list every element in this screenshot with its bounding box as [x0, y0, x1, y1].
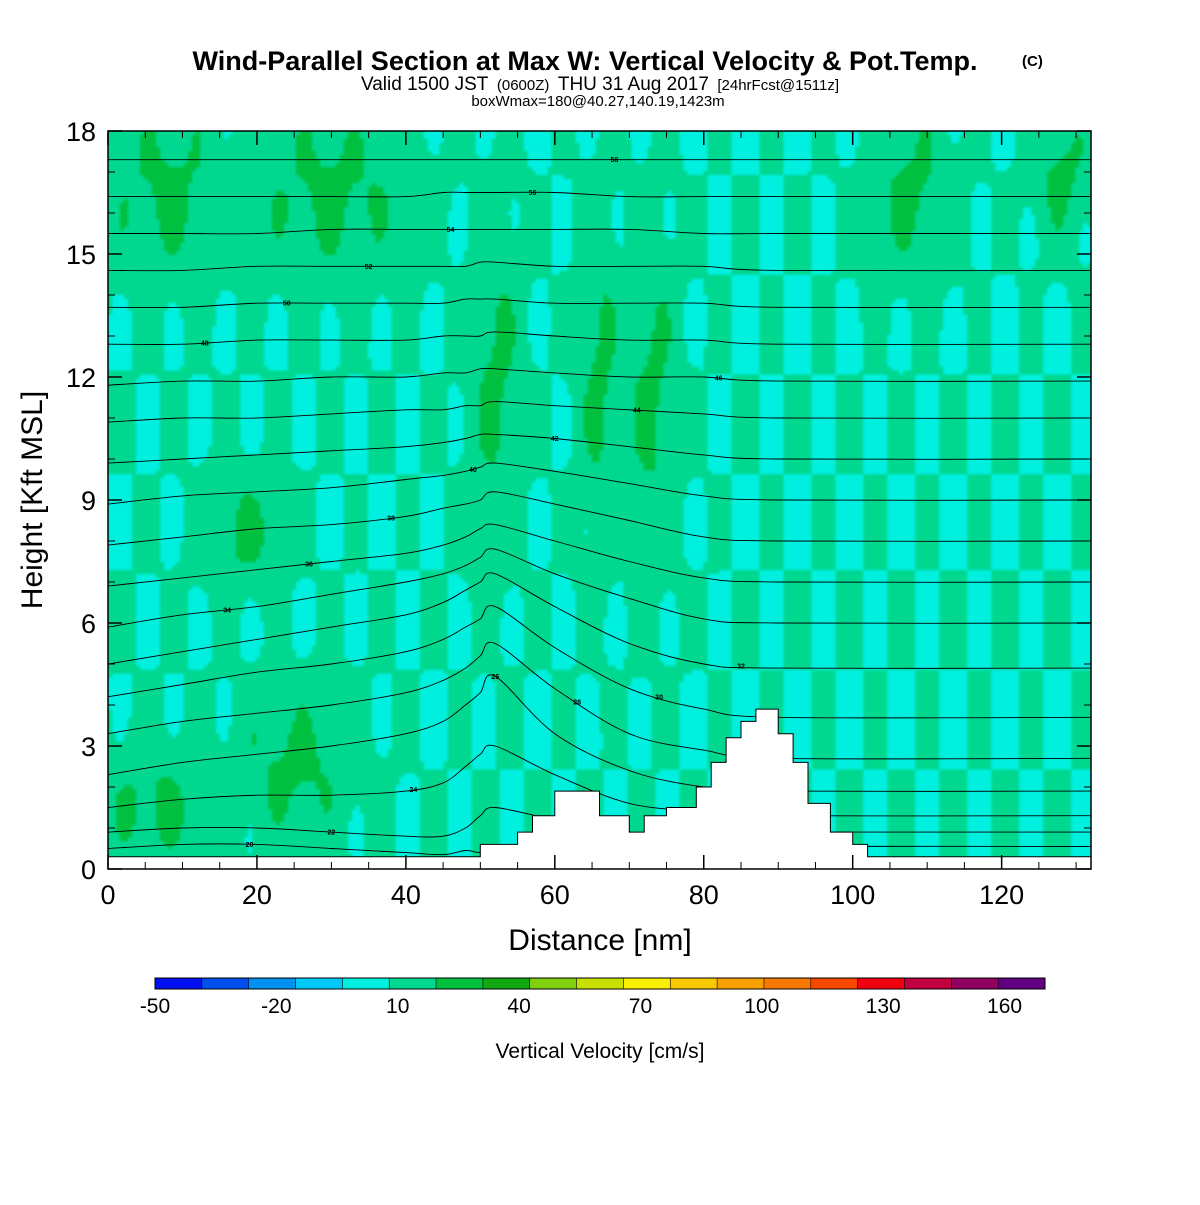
isentrope-label: 46 [715, 375, 723, 382]
isentrope-46 [108, 367, 1091, 386]
isentrope-label: 30 [655, 694, 663, 701]
colorbar [154, 977, 1046, 990]
chart-title: Wind-Parallel Section at Max W: Vertical… [193, 46, 978, 76]
isentrope-label: 32 [737, 664, 745, 671]
box-info: boxWmax=180@40.27,140.19,1423m [471, 93, 724, 110]
colorbar-swatch [857, 978, 905, 989]
isentrope-44 [108, 401, 1091, 423]
isentrope-label: 28 [573, 700, 581, 707]
isentrope-label: 40 [469, 467, 477, 474]
colorbar-tick-label: 130 [866, 995, 901, 1018]
colorbar-swatch [670, 978, 718, 989]
y-tick-label: 6 [81, 609, 96, 639]
isentrope-label: 20 [246, 842, 254, 849]
colorbar-swatch [717, 978, 765, 989]
y-tick-label: 9 [81, 486, 96, 516]
terrain-profile [107, 708, 1092, 870]
isentrope-label: 52 [365, 264, 373, 271]
isentrope-label: 22 [328, 830, 336, 837]
colorbar-label: Vertical Velocity [cm/s] [496, 1040, 705, 1063]
x-tick-label: 20 [242, 880, 272, 910]
colorbar-swatch [763, 978, 812, 989]
y-tick-label: 15 [66, 240, 96, 270]
colorbar-tick-label: 160 [987, 995, 1022, 1018]
colorbar-tick-label: 40 [507, 995, 530, 1018]
colorbar-swatch [576, 978, 624, 989]
copyright-mark: (C) [1022, 53, 1043, 70]
isentrope-label: 38 [387, 516, 395, 523]
colorbar-swatch [155, 978, 203, 989]
x-tick-label: 120 [979, 880, 1024, 910]
x-tick-label: 0 [100, 880, 115, 910]
y-tick-label: 3 [81, 732, 96, 762]
y-tick-label: 12 [66, 363, 96, 393]
isentrope-54 [108, 228, 1091, 235]
x-axis-label: Distance [nm] [508, 924, 691, 957]
isentrope-label: 44 [633, 408, 641, 415]
colorbar-tick-label: 100 [744, 995, 779, 1018]
isentrope-label: 26 [491, 674, 499, 681]
isentrope-48 [108, 331, 1091, 345]
isentrope-42 [108, 433, 1091, 464]
colorbar-swatch [951, 978, 999, 989]
y-tick-label: 18 [66, 117, 96, 147]
x-tick-label: 80 [689, 880, 719, 910]
isentrope-label: 54 [447, 227, 455, 234]
colorbar-tick-label: -50 [140, 995, 170, 1018]
colorbar-swatch [904, 978, 952, 989]
y-tick-label: 0 [81, 855, 96, 885]
colorbar-frame [154, 977, 1046, 990]
isentrope-label: 24 [409, 787, 417, 794]
isentrope-34 [108, 548, 1091, 628]
isentrope-label: 50 [283, 301, 291, 308]
isentrope-40 [108, 462, 1091, 505]
y-axis-label: Height [Kft MSL] [16, 391, 49, 609]
colorbar-tick-label: 70 [629, 995, 652, 1018]
isentrope-56 [108, 191, 1091, 198]
isentrope-52 [108, 261, 1091, 272]
isentrope-label: 36 [305, 561, 313, 568]
x-tick-label: 40 [391, 880, 421, 910]
colorbar-swatch [342, 978, 390, 989]
colorbar-ticks: -50 -20 10 40 70 100 130 160 [140, 995, 1022, 1018]
isentrope-36 [108, 523, 1091, 587]
isentrope-label: 42 [551, 436, 559, 443]
colorbar-swatch [623, 978, 671, 989]
colorbar-swatch [436, 978, 484, 989]
colorbar-tick-label: 10 [386, 995, 409, 1018]
colorbar-swatch [389, 978, 437, 989]
colorbar-swatch [998, 978, 1046, 989]
isentrope-30 [108, 605, 1091, 719]
colorbar-swatch [201, 978, 250, 989]
isentrope-label: 48 [201, 340, 209, 347]
x-axis: 0 20 40 60 80 100 120 [100, 131, 1077, 910]
colorbar-tick-label: -20 [261, 995, 291, 1018]
plot-area: 1820222426283032343638404244464850525456… [66, 117, 1092, 910]
isentrope-32 [108, 572, 1091, 669]
valid-time: Valid 1500 JST (0600Z) THU 31 Aug 2017 [… [361, 74, 839, 95]
colorbar-swatch [810, 978, 859, 989]
colorbar-swatch [248, 978, 297, 989]
colorbar-swatch [482, 978, 531, 989]
x-tick-label: 100 [830, 880, 875, 910]
colorbar-swatch [295, 978, 343, 989]
isentrope-label: 34 [223, 607, 231, 614]
isentrope-label: 58 [610, 157, 618, 164]
isentrope-38 [108, 491, 1091, 546]
isentrope-50 [108, 298, 1091, 309]
colorbar-swatch [529, 978, 578, 989]
x-tick-label: 60 [540, 880, 570, 910]
isentrope-label: 56 [529, 190, 537, 197]
